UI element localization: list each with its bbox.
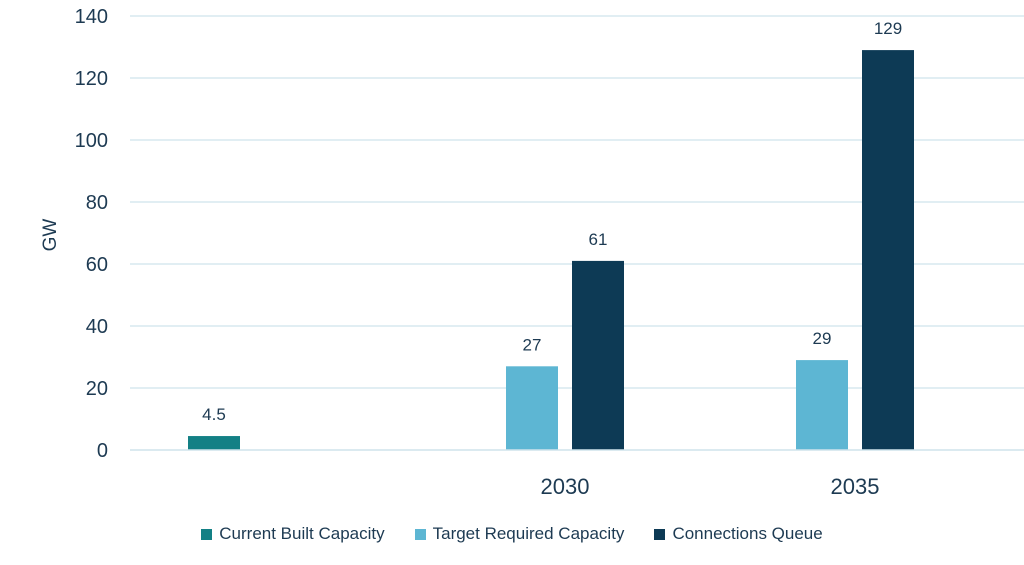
bar-connections-queue-2030 [572, 260, 624, 450]
y-axis-ticks: 0 20 40 60 80 100 120 140 [75, 6, 108, 462]
x-tick-label: 2035 [831, 474, 880, 499]
x-tick-label: 2030 [541, 474, 590, 499]
data-labels: 4.5 27 61 29 129 [202, 19, 902, 424]
y-tick-label: 100 [75, 130, 108, 152]
legend-label: Current Built Capacity [219, 524, 385, 543]
data-label: 4.5 [202, 405, 226, 424]
legend-item-connections-queue: Connections Queue [654, 524, 823, 544]
y-tick-label: 40 [86, 316, 108, 338]
legend-item-target-required: Target Required Capacity [414, 524, 625, 544]
bars [188, 50, 914, 450]
legend: Current Built Capacity Target Required C… [0, 520, 1024, 548]
y-tick-label: 20 [86, 378, 108, 400]
legend-swatch [414, 528, 426, 540]
data-label: 27 [523, 335, 542, 354]
y-tick-label: 140 [75, 6, 108, 28]
y-tick-label: 120 [75, 68, 108, 90]
y-tick-label: 60 [86, 254, 108, 276]
legend-swatch [654, 528, 666, 540]
bar-connections-queue-2035 [862, 50, 914, 450]
legend-item-current-built: Current Built Capacity [201, 524, 385, 544]
y-axis-label: GW [40, 219, 61, 252]
bar-target-required-capacity-2030 [506, 366, 558, 450]
x-axis-ticks: 2030 2035 [541, 474, 880, 499]
legend-label: Connections Queue [672, 524, 823, 543]
data-label: 61 [589, 230, 608, 249]
bar-target-required-capacity-2035 [796, 360, 848, 450]
data-label: 29 [813, 329, 832, 348]
y-tick-label: 0 [97, 440, 108, 462]
legend-swatch [201, 528, 213, 540]
y-tick-label: 80 [86, 192, 108, 214]
data-label: 129 [874, 19, 902, 38]
bar-current-built-capacity [188, 436, 240, 450]
legend-label: Target Required Capacity [432, 524, 625, 543]
